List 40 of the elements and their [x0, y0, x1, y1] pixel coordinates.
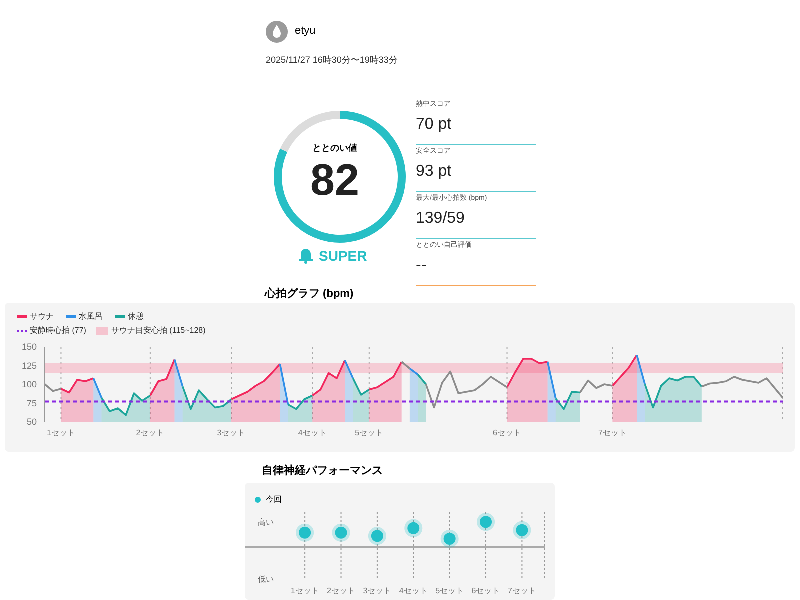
- text: 2025/11/27 16時30分〜19時33分: [266, 54, 398, 67]
- x-tick-label: 5セット: [355, 428, 384, 438]
- text: etyu: [295, 25, 316, 37]
- x-tick-label: 2セット: [136, 428, 165, 438]
- legend-label: 水風呂: [78, 311, 103, 322]
- x-tick-label: 3セット: [217, 428, 246, 438]
- y-tick-label: 150: [22, 342, 37, 352]
- point: [296, 524, 314, 542]
- point: [404, 519, 423, 538]
- text: 82: [310, 156, 360, 206]
- chart-title: 心拍グラフ (bpm): [265, 286, 354, 301]
- x-tick-label: 7セット: [598, 428, 627, 438]
- donut-slice: [280, 111, 340, 152]
- text: --: [416, 257, 428, 275]
- point: [513, 521, 532, 540]
- point: [477, 513, 496, 532]
- text: 高い: [258, 517, 274, 528]
- y-tick-label: 125: [22, 360, 37, 371]
- x-tick-label: 4セット: [298, 428, 327, 438]
- y-tick-label: 75: [26, 398, 37, 408]
- donut-slice: [274, 111, 406, 243]
- point: [368, 527, 386, 546]
- text: 93 pt: [416, 163, 453, 181]
- text: 139/59: [416, 210, 466, 228]
- y-tick-label: 100: [22, 380, 37, 390]
- text: SUPER: [318, 248, 368, 264]
- chart-title: 自律神経パフォーマンス: [262, 464, 383, 478]
- x-tick-label: 6セット: [493, 428, 522, 438]
- point: [332, 524, 350, 542]
- text: 70 pt: [416, 116, 453, 134]
- y-tick-label: 50: [26, 417, 37, 428]
- legend-label: 安静時心拍 (77): [29, 325, 86, 336]
- point: [440, 530, 459, 548]
- legend-label: サウナ: [29, 311, 54, 322]
- legend-label: 今回: [265, 494, 282, 505]
- text: 低い: [258, 574, 274, 585]
- text: ととのい値: [312, 142, 358, 155]
- legend-label: サウナ目安心拍 (115~128): [110, 325, 206, 336]
- x-tick-label: 1セット: [46, 428, 76, 438]
- legend-label: 休憩: [127, 311, 144, 322]
